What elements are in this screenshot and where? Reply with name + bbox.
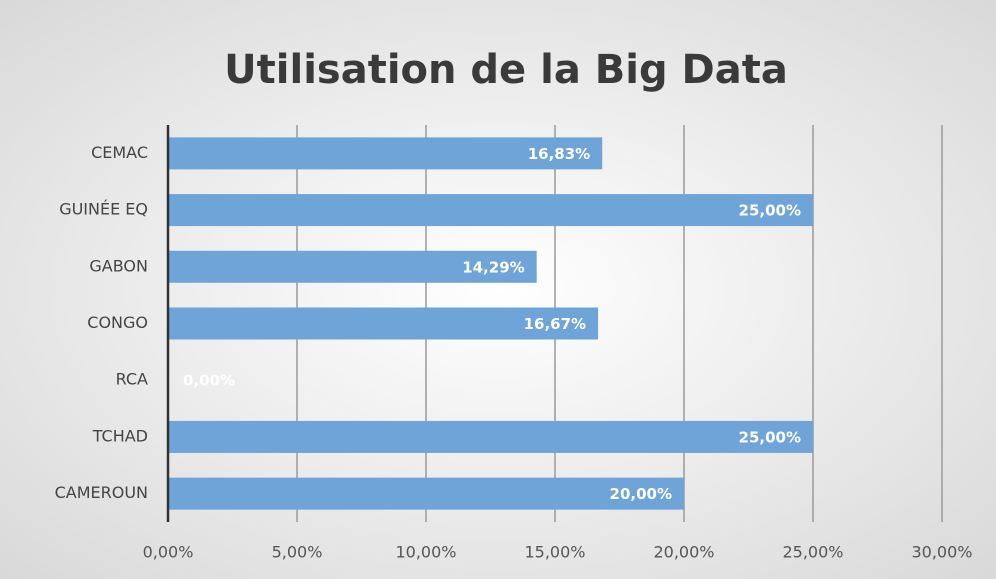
y-tick-label: CONGO <box>87 313 148 332</box>
y-tick-label: GABON <box>89 256 148 275</box>
y-tick-label: GUINÉE EQ <box>59 200 148 219</box>
bar <box>168 420 813 453</box>
value-label: 14,29% <box>462 258 524 276</box>
bar <box>168 250 537 283</box>
value-label: 16,67% <box>524 315 586 333</box>
y-tick-label: TCHAD <box>92 426 148 445</box>
x-tick-label: 10,00% <box>395 543 456 562</box>
x-tick-label: 15,00% <box>524 543 585 562</box>
x-tick-label: 0,00% <box>143 543 194 562</box>
bar <box>168 477 684 510</box>
x-tick-label: 25,00% <box>782 543 843 562</box>
value-label: 25,00% <box>739 428 801 446</box>
bar <box>168 137 603 170</box>
x-tick-label: 20,00% <box>653 543 714 562</box>
y-tick-label: CEMAC <box>91 143 148 162</box>
bar <box>168 307 599 340</box>
value-label: 25,00% <box>739 202 801 220</box>
value-label: 0,00% <box>183 372 235 390</box>
x-tick-label: 30,00% <box>911 543 972 562</box>
bar <box>168 194 813 227</box>
value-label: 16,83% <box>528 145 590 163</box>
y-tick-label: CAMEROUN <box>55 483 148 502</box>
x-tick-label: 5,00% <box>272 543 323 562</box>
value-label: 20,00% <box>610 485 672 503</box>
y-tick-label: RCA <box>116 370 148 389</box>
chart-title: Utilisation de la Big Data <box>224 47 788 93</box>
